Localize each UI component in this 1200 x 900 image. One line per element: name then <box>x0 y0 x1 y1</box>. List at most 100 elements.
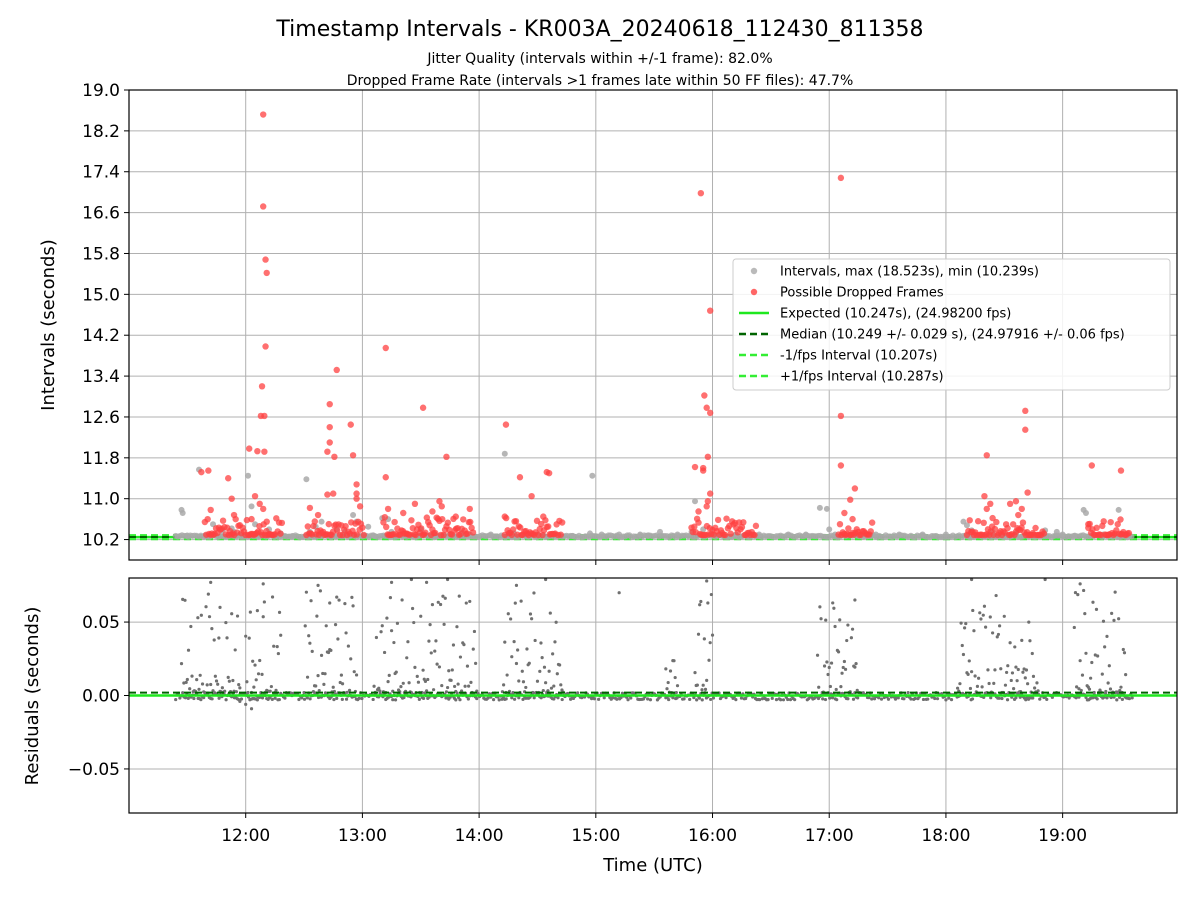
residual-point <box>273 696 277 700</box>
residual-point <box>270 697 274 701</box>
residual-point <box>237 682 241 687</box>
interval-point <box>674 531 681 538</box>
residual-point <box>846 697 850 701</box>
residual-point <box>549 686 554 690</box>
residual-point <box>850 627 855 631</box>
residual-point <box>1084 651 1088 655</box>
residual-point <box>346 644 351 648</box>
residual-point <box>385 616 389 620</box>
residual-point <box>181 691 185 695</box>
residual-point <box>1075 685 1079 689</box>
residual-point <box>305 696 309 700</box>
residual-point <box>744 696 748 701</box>
interval-point <box>179 510 186 516</box>
dropped-frame-point <box>198 468 205 476</box>
residual-point <box>217 636 221 640</box>
dropped-frame-point <box>1085 521 1092 528</box>
dropped-frame-point <box>1022 407 1029 415</box>
interval-point <box>963 522 970 529</box>
residual-point <box>620 691 625 695</box>
intervals-plot: 10.2 11.0 11.8 12.6 13.4 14.2 15.0 15.8 16.6 17.4… <box>38 81 1178 561</box>
residual-point <box>244 702 248 706</box>
residual-point <box>1076 593 1080 597</box>
residual-point <box>428 622 432 627</box>
dropped-frame-point <box>383 523 390 531</box>
residual-point <box>709 697 713 702</box>
intervals-y-tick-label: 17.4 <box>82 163 120 183</box>
residual-point <box>1015 679 1019 683</box>
residual-point <box>822 664 827 668</box>
dropped-frame-point <box>704 453 712 461</box>
interval-point <box>586 530 593 537</box>
dropped-frame-point <box>1022 426 1029 433</box>
residual-point <box>682 697 686 701</box>
residual-point <box>853 598 857 602</box>
residual-point <box>548 611 552 615</box>
dropped-frame-point <box>508 531 515 539</box>
x-tick-label: 16:00 <box>688 826 737 846</box>
residual-point <box>469 680 473 685</box>
dropped-frame-point <box>697 189 705 197</box>
residual-point <box>275 645 279 649</box>
intervals-y-tick-label: 16.6 <box>82 204 120 224</box>
dropped-frame-point <box>966 517 973 524</box>
dropped-frame-point <box>256 500 263 508</box>
residual-point <box>1083 612 1087 616</box>
residual-point <box>303 624 307 628</box>
residual-point <box>186 648 191 652</box>
residual-point <box>818 605 822 609</box>
residual-point <box>947 696 951 700</box>
residual-point <box>457 594 461 598</box>
residual-point <box>1073 590 1078 595</box>
dropped-frame-point <box>219 517 227 524</box>
residual-point <box>510 696 514 700</box>
x-tick-label: 13:00 <box>338 826 387 846</box>
residual-point <box>525 647 529 651</box>
dropped-frame-point <box>314 511 322 519</box>
residuals-y-tick-label: −0.05 <box>68 760 120 780</box>
residual-point <box>546 689 550 693</box>
residual-point <box>666 680 670 685</box>
residual-point <box>698 603 702 607</box>
dropped-frame-point <box>382 344 389 352</box>
residual-point <box>262 600 266 604</box>
dropped-frame-point <box>466 505 473 513</box>
residual-point <box>261 582 265 586</box>
residual-point <box>705 678 709 682</box>
dropped-frame-point <box>205 467 212 474</box>
dropped-frame-point <box>706 307 714 314</box>
dropped-frame-point <box>740 519 747 526</box>
residual-point <box>646 697 650 701</box>
residual-point <box>279 633 283 637</box>
residual-point <box>297 697 301 702</box>
interval-point <box>657 528 664 535</box>
dropped-frame-point <box>837 462 845 469</box>
residual-point <box>258 658 262 663</box>
residual-point <box>707 658 711 662</box>
residual-point <box>1031 696 1035 700</box>
legend-box <box>732 258 1171 391</box>
dropped-frame-point <box>418 525 425 532</box>
residual-point <box>702 637 706 641</box>
residual-point <box>986 668 990 672</box>
residual-point <box>435 662 439 666</box>
residual-point <box>462 643 466 647</box>
residual-point <box>1095 697 1099 701</box>
residual-point <box>389 629 394 633</box>
residual-point <box>1096 654 1100 658</box>
dropped-frame-point <box>837 174 845 182</box>
residual-point <box>709 592 713 597</box>
dropped-frame-point <box>714 516 722 524</box>
dropped-frame-point <box>439 515 446 523</box>
dropped-frame-point <box>695 519 702 526</box>
legend: Intervals, max (18.523s), min (10.239s) P… <box>732 258 1171 391</box>
residual-point <box>315 614 319 618</box>
residual-point <box>996 632 1001 637</box>
residual-point <box>962 626 967 630</box>
residual-point <box>347 688 352 692</box>
residual-point <box>503 640 507 644</box>
legend-label: Expected (10.247s), (24.98200 fps) <box>780 307 1011 322</box>
residual-point <box>836 650 841 654</box>
residual-point <box>261 615 265 619</box>
residual-point <box>382 650 387 655</box>
